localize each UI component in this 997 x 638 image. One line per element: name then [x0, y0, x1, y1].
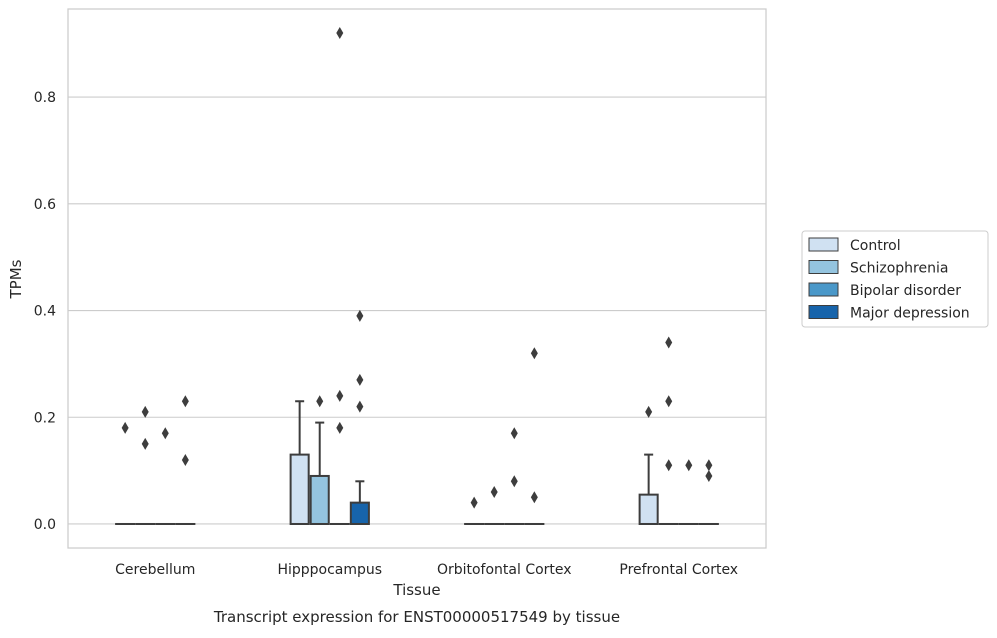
y-tick-label: 0.4 [34, 304, 56, 320]
legend-swatch [809, 306, 838, 319]
box-4-2 [351, 503, 369, 524]
box-1-4 [640, 495, 658, 524]
legend-swatch [809, 238, 838, 251]
y-tick-labels: 0.0 0.2 0.4 0.6 0.8 [34, 90, 56, 533]
y-axis-label: TPMs [7, 259, 25, 299]
legend-label: Bipolar disorder [850, 283, 961, 299]
legend: Control Schizophrenia Bipolar disorder Majo… [802, 231, 988, 327]
chart-title: Transcript expression for ENST0000051754… [213, 608, 620, 626]
x-axis-label: Tissue [392, 581, 440, 599]
x-tick-label: Orbitofontal Cortex [437, 562, 572, 578]
legend-label: Schizophrenia [850, 261, 948, 277]
y-tick-label: 0.2 [34, 410, 56, 426]
legend-swatch [809, 283, 838, 296]
legend-swatch [809, 261, 838, 274]
x-tick-label: Hipppocampus [277, 562, 382, 578]
box-2-2 [311, 476, 329, 524]
x-tick-label: Cerebellum [115, 562, 195, 578]
plot-background [68, 9, 766, 548]
legend-label: Major depression [850, 306, 970, 322]
y-tick-label: 0.0 [34, 517, 56, 533]
x-tick-label: Prefrontal Cortex [619, 562, 738, 578]
legend-label: Control [850, 238, 901, 254]
box-1-2 [291, 455, 309, 524]
y-tick-label: 0.6 [34, 197, 56, 213]
y-tick-label: 0.8 [34, 90, 56, 106]
x-tick-labels: Cerebellum Hipppocampus Orbitofontal Corte… [115, 562, 738, 578]
